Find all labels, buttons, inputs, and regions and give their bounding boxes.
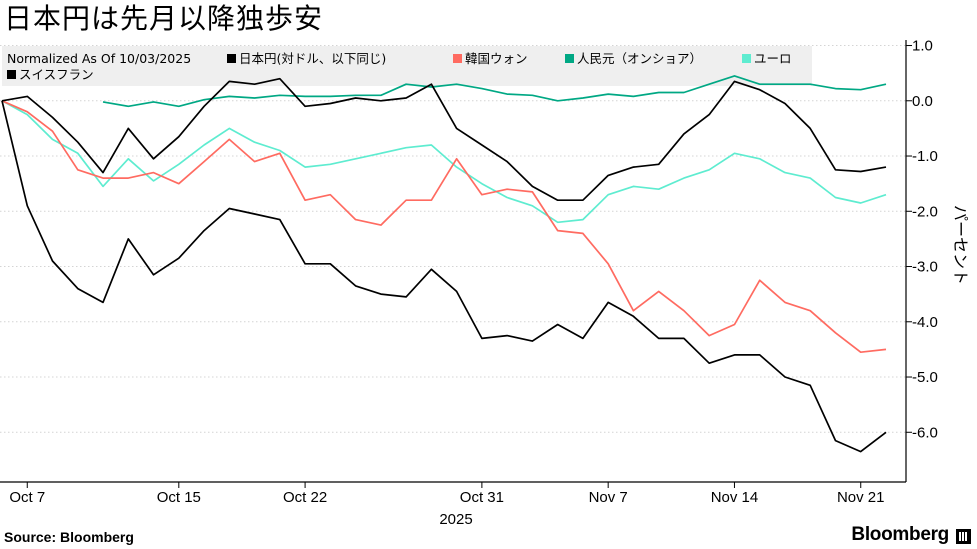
x-axis-label: 2025	[439, 511, 472, 528]
x-tick-label: Oct 22	[283, 489, 327, 506]
y-axis-label: パーセント	[951, 205, 970, 285]
x-tick-label: Oct 7	[9, 489, 45, 506]
x-tick-label: Nov 14	[711, 489, 759, 506]
grid-lines	[0, 45, 906, 433]
y-tick-label: -1.0	[912, 148, 938, 165]
series-line-2	[102, 75, 887, 108]
y-tick-label: -6.0	[912, 424, 938, 441]
x-tick-label: Nov 21	[837, 489, 885, 506]
legend-swatch	[453, 54, 462, 63]
y-tick-label: -4.0	[912, 314, 938, 331]
legend-label: 韓国ウォン	[465, 51, 528, 66]
legend-background	[2, 46, 812, 86]
legend-swatch	[7, 70, 16, 79]
legend-label: 人民元（オンショア）	[577, 51, 702, 66]
x-tick-label: Oct 31	[460, 489, 504, 506]
series-line-1	[1, 100, 887, 354]
legend-label: ユーロ	[754, 51, 792, 66]
series-line-0	[1, 77, 887, 202]
legend-label: 日本円(対ドル、以下同じ)	[239, 51, 386, 66]
y-tick-label: 1.0	[912, 38, 933, 55]
legend-swatch	[742, 54, 751, 63]
legend: Normalized As Of 10/03/2025 日本円(対ドル、以下同じ…	[2, 46, 812, 86]
y-tick-label: -3.0	[912, 259, 938, 276]
series-line-3	[1, 100, 887, 224]
x-axis: Oct 7 Oct 15 Oct 22 Oct 31 Nov 7 Nov 14 Nov 21	[0, 481, 906, 506]
series-line-4	[1, 100, 887, 453]
source-note: Source: Bloomberg	[4, 529, 134, 545]
series-lines	[1, 75, 887, 453]
y-tick-label: -2.0	[912, 203, 938, 220]
legend-label: スイスフラン	[19, 67, 94, 82]
bloomberg-logo: Bloomberg	[851, 524, 949, 545]
bloomberg-terminal-icon	[956, 529, 971, 544]
y-tick-label: 0.0	[912, 93, 933, 110]
chart-title: 日本円は先月以降独歩安	[4, 2, 324, 35]
y-axis: 1.0 0.0 -1.0 -2.0 -3.0 -4.0 -5.0 -6.0	[905, 38, 938, 482]
y-tick-label: -5.0	[912, 369, 938, 386]
x-tick-label: Oct 15	[157, 489, 201, 506]
legend-swatch	[565, 54, 574, 63]
legend-title: Normalized As Of 10/03/2025	[7, 51, 191, 66]
x-tick-label: Nov 7	[589, 489, 628, 506]
legend-swatch	[227, 54, 236, 63]
